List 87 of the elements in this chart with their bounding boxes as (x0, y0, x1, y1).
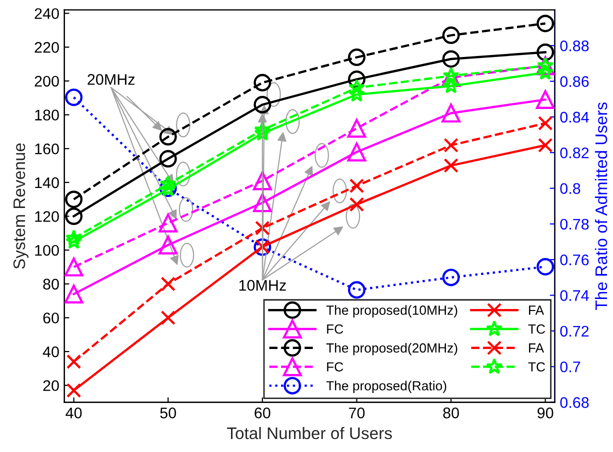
x-tick-label: 70 (349, 408, 365, 418)
point (64, 258, 84, 276)
point (347, 142, 366, 162)
x-tick-label: 40 (66, 408, 82, 418)
y2-tick-label: 0.68 (560, 397, 589, 408)
point (442, 104, 460, 123)
legend-label: TC (528, 324, 546, 334)
point (349, 197, 364, 212)
y2-tick-label: 0.8 (560, 183, 580, 194)
point (65, 190, 83, 208)
legend-label: The proposed(10MHz) (326, 305, 458, 318)
y-tick-label: 80 (43, 278, 59, 290)
point (255, 220, 270, 236)
point (254, 121, 271, 138)
point (442, 268, 460, 286)
point (536, 64, 554, 80)
point (348, 281, 366, 299)
x-tick-label: 80 (443, 408, 459, 418)
y-tick-label: 20 (43, 380, 59, 392)
point (348, 48, 366, 66)
point (158, 236, 178, 254)
point (536, 14, 554, 32)
y2-tick-label: 0.82 (560, 147, 589, 158)
point (444, 158, 458, 173)
point (442, 26, 460, 44)
point (252, 171, 272, 190)
y2-axis-title: The Ratio of Admitted Users (594, 102, 608, 310)
point (347, 118, 366, 138)
y2-tick-label: 0.72 (560, 326, 589, 337)
y-tick-label: 240 (34, 8, 59, 20)
y2-tick-label: 0.74 (560, 290, 589, 301)
y2-tick-label: 0.84 (560, 112, 589, 123)
point (538, 116, 553, 131)
y2-tick-label: 0.78 (560, 218, 589, 230)
point (159, 150, 177, 168)
point (442, 50, 460, 68)
point (65, 232, 82, 249)
point (536, 258, 554, 276)
point (160, 276, 176, 292)
point (66, 354, 82, 370)
x-axis-title: Total Number of Users (227, 426, 392, 440)
legend-label: The proposed(20MHz) (326, 342, 458, 356)
point (252, 193, 272, 212)
y-tick-label: 160 (35, 143, 59, 154)
point (159, 128, 177, 146)
point (254, 96, 272, 114)
point (158, 214, 178, 232)
point (66, 383, 82, 398)
point (160, 175, 176, 192)
annotation: 20MHz (88, 74, 135, 85)
point (349, 178, 364, 194)
y2-tick-label: 0.88 (560, 40, 589, 52)
legend-label: FA (529, 343, 544, 353)
y-axis-title: System Revenue (13, 143, 28, 269)
x-tick-label: 60 (254, 408, 270, 418)
y-tick-label: 220 (34, 42, 59, 53)
legend-label: FC (327, 324, 344, 334)
point (348, 86, 366, 102)
point (65, 229, 82, 246)
point (65, 208, 83, 226)
legend-label: FC (327, 362, 344, 372)
point (64, 284, 84, 304)
point (348, 70, 366, 88)
y-tick-label: 100 (35, 244, 59, 256)
legend-label: TC (528, 362, 546, 372)
y-tick-label: 140 (35, 177, 59, 188)
legend-label: FA (529, 306, 544, 315)
point (65, 88, 83, 106)
point (254, 74, 272, 92)
point (536, 90, 555, 110)
point (348, 78, 366, 96)
point (536, 43, 554, 61)
point (444, 138, 458, 153)
point (538, 138, 553, 153)
y-tick-label: 180 (35, 110, 59, 120)
legend-label: The proposed(Ratio) (326, 380, 446, 394)
annotation: 10MHz (239, 280, 286, 291)
x-tick-label: 90 (538, 408, 554, 418)
y-tick-label: 120 (35, 211, 59, 222)
y-tick-label: 200 (34, 76, 59, 87)
x-tick-label: 50 (160, 408, 176, 418)
y-tick-label: 60 (43, 312, 59, 324)
y2-tick-label: 0.7 (560, 361, 580, 372)
y2-tick-label: 0.76 (560, 254, 589, 266)
y2-tick-label: 0.86 (560, 76, 589, 87)
point (160, 310, 176, 326)
y-tick-label: 40 (42, 346, 59, 358)
